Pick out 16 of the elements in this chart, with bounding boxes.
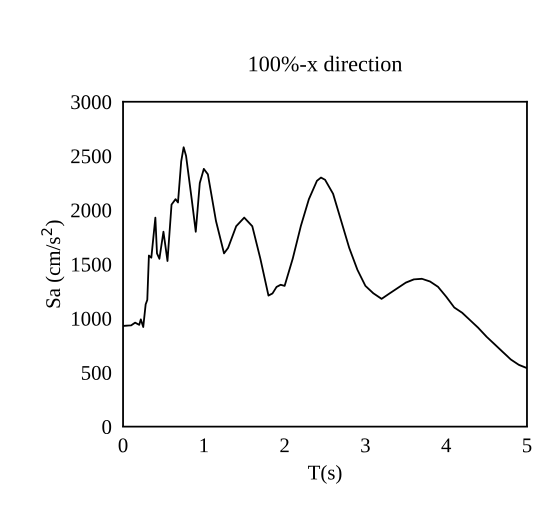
- y-tick-label: 500: [82, 366, 112, 380]
- x-axis-title: T(s): [308, 464, 342, 484]
- x-tick-label: 2: [280, 438, 289, 452]
- x-tick-label: 3: [361, 438, 370, 452]
- y-tick-label: 2000: [71, 203, 112, 218]
- chart-title: 100%-x direction: [250, 56, 402, 72]
- x-tick-label: 5: [522, 438, 532, 452]
- y-tick-label: 1000: [72, 312, 112, 326]
- y-tick-label: 1500: [72, 258, 112, 272]
- x-tick-label: 0: [118, 438, 128, 452]
- x-tick-label: 4: [441, 438, 452, 452]
- y-tick-label: 2500: [71, 149, 112, 164]
- x-tick-label: 1: [200, 438, 208, 452]
- y-tick-label: 0: [102, 420, 112, 434]
- y-tick-label: 3000: [71, 95, 112, 110]
- y-axis-title: Sa (cm/s$^{2}$): [41, 220, 64, 308]
